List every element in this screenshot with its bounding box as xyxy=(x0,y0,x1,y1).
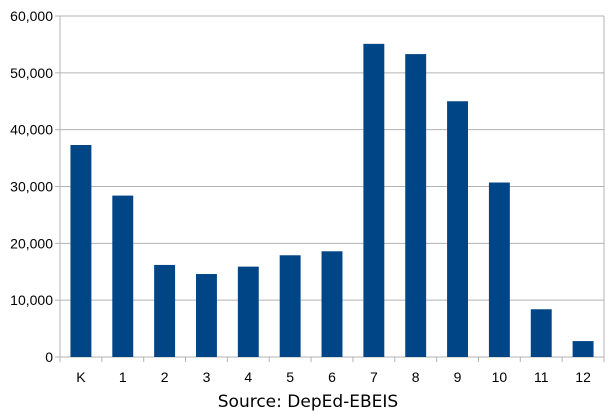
x-tick-label: 4 xyxy=(244,369,252,385)
y-tick-label: 20,000 xyxy=(10,235,53,251)
bar-9 xyxy=(447,101,468,357)
bar-3 xyxy=(196,274,217,357)
bar-2 xyxy=(154,264,176,357)
x-tick-label: 11 xyxy=(534,369,549,385)
x-tick-label: 5 xyxy=(286,369,294,385)
y-tick-label: 10,000 xyxy=(10,292,53,308)
x-tick-label: 10 xyxy=(492,369,508,385)
x-tick-label: K xyxy=(76,369,86,385)
bar-4 xyxy=(237,266,259,357)
x-tick-label: 7 xyxy=(370,369,378,385)
x-axis-ticks: K 1 2 3 4 5 6 7 8 9 10 11 12 xyxy=(59,357,605,385)
y-tick-label: 30,000 xyxy=(10,179,53,195)
bar-7 xyxy=(363,43,385,358)
gridlines xyxy=(55,15,605,358)
x-tick-label: 9 xyxy=(454,369,462,385)
bar-11 xyxy=(530,309,552,357)
x-tick-label: 2 xyxy=(161,369,169,385)
y-tick-label: 40,000 xyxy=(10,122,53,138)
bar-K xyxy=(70,145,92,357)
bar-12 xyxy=(572,341,594,357)
bar-8 xyxy=(405,54,427,357)
x-tick-label: 1 xyxy=(119,369,127,385)
bar-1 xyxy=(112,195,134,357)
source-caption: Source: DepEd-EBEIS xyxy=(217,392,399,412)
y-axis-ticks: 0 10,000 20,000 30,000 40,000 50,000 60,000 xyxy=(10,8,53,365)
x-tick-label: 3 xyxy=(203,369,211,385)
x-tick-label: 8 xyxy=(412,369,420,385)
bars xyxy=(70,43,594,358)
bar-10 xyxy=(488,182,510,357)
x-tick-label: 12 xyxy=(575,369,591,385)
x-tick-label: 6 xyxy=(328,369,336,385)
y-tick-label: 60,000 xyxy=(10,8,53,24)
y-tick-label: 50,000 xyxy=(10,65,53,81)
bar-5 xyxy=(279,255,301,357)
y-tick-label: 0 xyxy=(45,349,53,365)
bar-6 xyxy=(321,251,343,357)
